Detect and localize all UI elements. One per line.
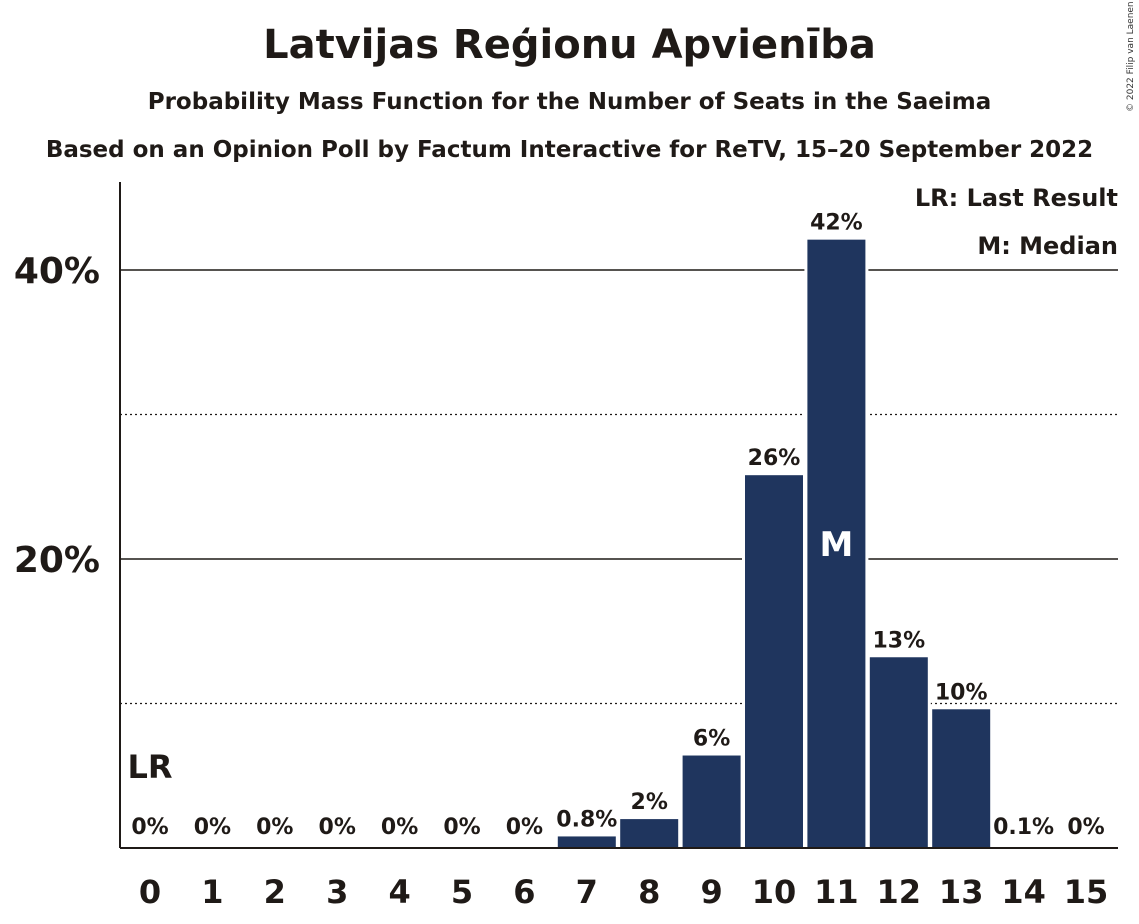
x-tick-label: 8 bbox=[638, 873, 660, 911]
y-tick-label: 20% bbox=[14, 540, 100, 581]
median-marker: M bbox=[819, 525, 853, 565]
data-label: 0.1% bbox=[993, 815, 1054, 840]
data-label: 0% bbox=[1067, 815, 1104, 840]
legend-last-result: LR: Last Result bbox=[914, 184, 1118, 212]
x-tick-label: 1 bbox=[201, 873, 223, 911]
bar bbox=[932, 709, 991, 848]
data-label: 0% bbox=[131, 815, 168, 840]
chart-subtitle: Probability Mass Function for the Number… bbox=[147, 89, 992, 115]
x-tick-label: 5 bbox=[451, 873, 473, 911]
bar bbox=[620, 819, 679, 848]
x-tick-label: 6 bbox=[513, 873, 535, 911]
x-tick-label: 10 bbox=[752, 873, 797, 911]
data-label: 13% bbox=[872, 628, 925, 653]
data-label: 0.8% bbox=[556, 807, 617, 832]
y-tick-label: 40% bbox=[14, 251, 100, 292]
data-label: 0% bbox=[443, 815, 480, 840]
x-tick-label: 12 bbox=[877, 873, 922, 911]
x-tick-label: 11 bbox=[814, 873, 859, 911]
legend-median: M: Median bbox=[977, 232, 1118, 260]
data-label: 6% bbox=[693, 727, 730, 752]
x-tick-label: 4 bbox=[388, 873, 410, 911]
data-label: 0% bbox=[506, 815, 543, 840]
x-tick-label: 9 bbox=[700, 873, 722, 911]
x-tick-label: 2 bbox=[264, 873, 286, 911]
data-label: 2% bbox=[631, 790, 668, 815]
bar bbox=[807, 239, 866, 848]
x-tick-label: 3 bbox=[326, 873, 348, 911]
bar bbox=[557, 836, 616, 848]
data-label: 0% bbox=[319, 815, 356, 840]
chart-title: Latvijas Reģionu Apvienība bbox=[263, 22, 876, 68]
last-result-marker: LR bbox=[127, 748, 172, 786]
data-label: 42% bbox=[810, 211, 863, 236]
data-label: 0% bbox=[256, 815, 293, 840]
data-label: 10% bbox=[935, 680, 988, 705]
x-tick-label: 0 bbox=[139, 873, 161, 911]
bar bbox=[869, 657, 928, 848]
bar bbox=[682, 755, 741, 848]
x-tick-label: 7 bbox=[576, 873, 598, 911]
data-label: 0% bbox=[381, 815, 418, 840]
x-tick-label: 14 bbox=[1001, 873, 1046, 911]
x-tick-label: 13 bbox=[939, 873, 984, 911]
x-tick-label: 15 bbox=[1064, 873, 1109, 911]
chart-source-line: Based on an Opinion Poll by Factum Inter… bbox=[45, 137, 1094, 163]
bar bbox=[745, 475, 803, 848]
data-label: 26% bbox=[748, 446, 801, 471]
data-label: 0% bbox=[194, 815, 231, 840]
